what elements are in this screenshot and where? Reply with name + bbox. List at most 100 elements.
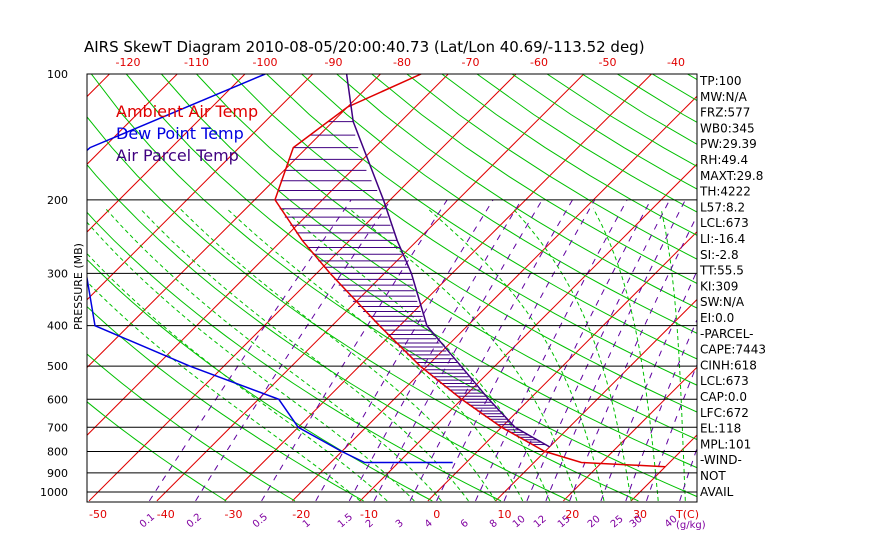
dry-adiabat-line: [196, 74, 697, 413]
mixing-ratio-line: [475, 199, 628, 502]
isotherm-line: [292, 95, 697, 502]
stability-index-label: LCL:673: [700, 216, 749, 230]
mixing-ratio-tick-label: 12: [532, 514, 549, 531]
isotherm-line: [87, 74, 381, 369]
mixing-ratio-line: [195, 199, 392, 502]
mixing-ratio-tick-label: 20: [586, 514, 603, 531]
moist-adiabat-line: [226, 208, 524, 502]
dry-adiabat-line: [90, 74, 697, 498]
stability-index-label: TP:100: [699, 74, 742, 88]
stability-index-label: LFC:672: [700, 406, 749, 420]
mixing-ratio-line: [569, 214, 697, 502]
series-3-line: [345, 74, 550, 448]
moist-adiabat-line: [87, 252, 388, 502]
dry-adiabat-line: [231, 74, 697, 386]
dry-adiabat-line: [161, 74, 697, 441]
legend-entry: Ambient Air Temp: [116, 102, 258, 121]
stability-index-label: LCL:673: [700, 374, 749, 388]
mixing-ratio-tick-label: 10: [511, 514, 528, 531]
isotherm-line: [767, 74, 870, 501]
mixing-ratio-tick-label: 8: [488, 518, 500, 531]
y-axis-label: PRESSURE (MB): [72, 243, 85, 330]
cape-hatching: [274, 121, 546, 446]
dry-adiabat-line: [87, 305, 364, 502]
pressure-tick-label: 1000: [40, 486, 68, 499]
mixing-ratio-tick-label: 6: [459, 518, 471, 531]
mixing-ratio-line: [315, 199, 494, 502]
moist-adiabat-line: [87, 221, 415, 502]
stability-index-label: -PARCEL-: [700, 327, 754, 341]
isotherm-line: [87, 74, 246, 233]
top-temp-tick-label: -80: [393, 56, 411, 69]
top-temp-tick-label: -100: [253, 56, 278, 69]
top-temp-tick-label: -50: [599, 56, 617, 69]
stability-index-label: CAPE:7443: [700, 343, 766, 357]
stability-index-label: L57:8.2: [700, 200, 745, 214]
legend-entry: Air Parcel Temp: [116, 146, 239, 165]
moist-adiabat-line: [512, 208, 632, 501]
stability-index-label: TH:4222: [699, 185, 751, 199]
pressure-tick-label: 200: [47, 194, 68, 207]
temp-unit-label: T(C): [675, 508, 699, 521]
plot-frame: [86, 73, 698, 503]
dry-adiabat-line: [87, 211, 502, 502]
series-lines: [87, 74, 666, 468]
stability-index-label: FRZ:577: [700, 106, 750, 120]
isotherm-line: [834, 74, 870, 501]
stability-index-label: MW:N/A: [700, 90, 748, 104]
mixing-ratio-line: [526, 199, 671, 502]
stability-index-label: PW:29.39: [700, 137, 757, 151]
stability-index-label: SW:N/A: [700, 295, 745, 309]
legend: Ambient Air Temp Dew Point Temp Air Parcel…: [116, 102, 258, 165]
isotherm-line: [88, 74, 517, 502]
isotherm-line: [563, 366, 697, 502]
bottom-temp-tick-label: -50: [89, 508, 107, 521]
pressure-tick-label: 600: [47, 393, 68, 406]
legend-entry: Dew Point Temp: [116, 124, 244, 143]
stability-index-label: RH:49.4: [700, 153, 748, 167]
moist-adiabat-line: [348, 208, 578, 502]
pressure-tick-label: 500: [47, 360, 68, 373]
stability-index-label: KI:309: [700, 279, 738, 293]
isotherm-line: [87, 74, 110, 98]
top-temp-tick-label: -70: [462, 56, 480, 69]
mixing-ratio-tick-label: 0.1: [138, 512, 157, 531]
bottom-temp-tick-label: 10: [498, 508, 512, 521]
mixing-ratio-tick-label: 1.5: [336, 512, 355, 531]
stability-index-label: MPL:101: [700, 437, 751, 451]
moist-adiabat-line: [660, 208, 686, 501]
pressure-tick-label: 400: [47, 320, 68, 333]
dry-adiabat-line: [652, 74, 697, 102]
stability-index-label: MAXT:29.8: [700, 169, 763, 183]
dry-adiabat-line: [371, 74, 697, 284]
mixing-ratio-line: [625, 318, 697, 502]
top-temp-tick-label: -90: [325, 56, 343, 69]
stability-index-label: LI:-16.4: [700, 232, 745, 246]
pressure-tick-label: 800: [47, 445, 68, 458]
moist-adiabat-line: [427, 208, 605, 502]
moist-adiabat-line: [105, 208, 442, 502]
mixing-ratio-line: [261, 199, 448, 502]
mixing-ratio-line: [646, 363, 697, 502]
pressure-tick-label: 100: [47, 68, 68, 81]
moist-adiabat-line: [87, 281, 361, 502]
top-temp-tick-label: -60: [530, 56, 548, 69]
isotherm-line: [359, 163, 697, 502]
isotherm-line: [495, 298, 697, 502]
top-temp-tick-label: -120: [116, 56, 141, 69]
stability-index-label: EL:118: [700, 422, 741, 436]
bottom-temp-tick-label: -10: [360, 508, 378, 521]
dry-adiabat-line: [125, 74, 697, 469]
bottom-temp-tick-label: -40: [157, 508, 175, 521]
mixing-ratio-tick-label: 1: [301, 518, 313, 531]
isotherm-line: [87, 74, 178, 165]
axes: [86, 73, 698, 503]
isotherm-line: [87, 74, 449, 436]
stability-index-label: CAP:0.0: [700, 390, 747, 404]
bottom-temp-tick-label: -20: [292, 508, 310, 521]
mixing-ratio-line: [348, 199, 522, 502]
dry-adiabat-line: [87, 353, 296, 502]
isotherm-line: [224, 74, 652, 502]
